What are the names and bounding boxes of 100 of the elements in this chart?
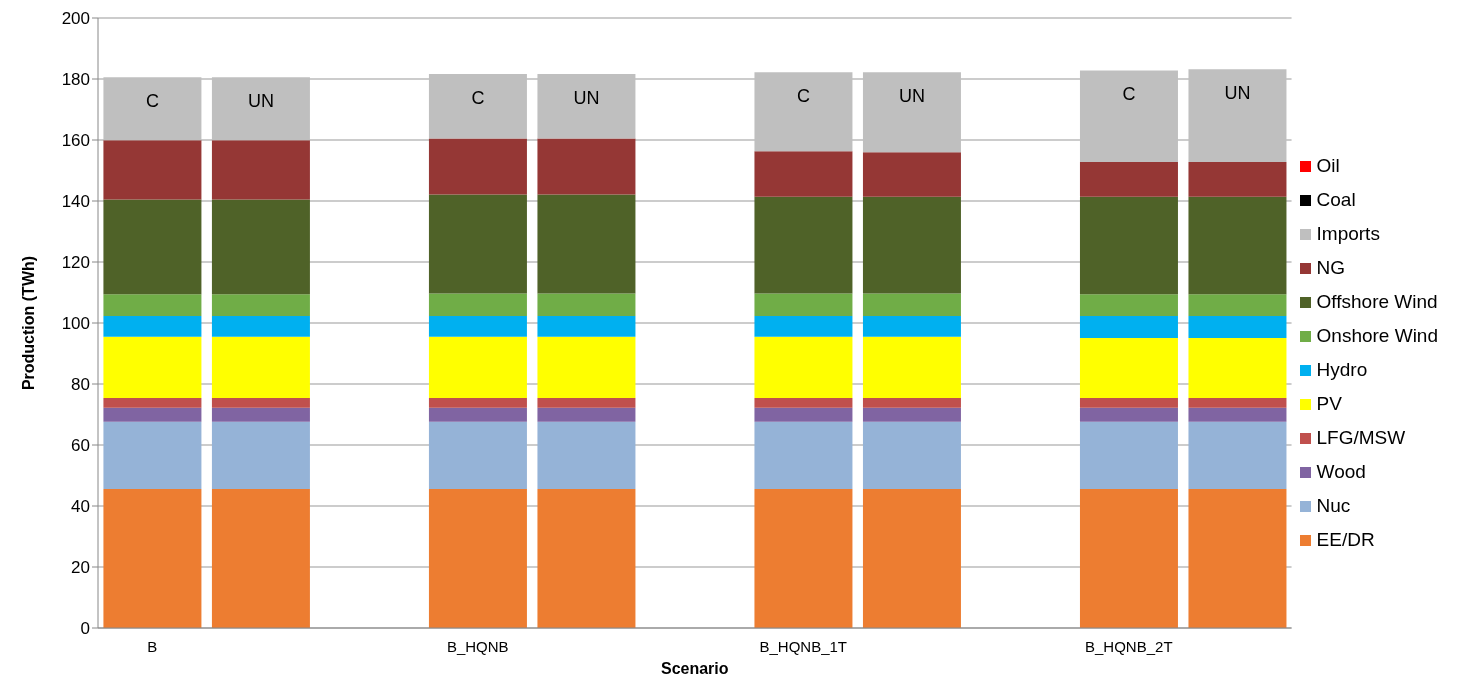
bar [211, 294, 310, 316]
bar [1188, 315, 1287, 338]
bar [1188, 196, 1287, 295]
bar [103, 336, 202, 399]
bar [862, 152, 961, 197]
bar [537, 293, 636, 316]
bar [862, 293, 961, 316]
legend-label: PV [1315, 393, 1343, 415]
bar [862, 315, 961, 337]
legend-label: Coal [1315, 189, 1357, 211]
bar [211, 199, 310, 295]
bar [537, 398, 636, 408]
legend-label: Wood [1315, 461, 1367, 483]
bar [1079, 398, 1178, 408]
bar [754, 488, 853, 628]
bar [754, 196, 853, 294]
bar [211, 421, 310, 489]
legend-label: Nuc [1315, 495, 1352, 517]
bar [211, 407, 310, 422]
bar [1079, 421, 1178, 489]
bar [754, 315, 853, 337]
bar [862, 421, 961, 489]
bar [537, 488, 636, 628]
bar [211, 315, 310, 337]
bar [211, 398, 310, 408]
bar [1079, 161, 1178, 197]
bar [862, 196, 961, 294]
bar [537, 336, 636, 399]
bar [103, 294, 202, 316]
bar [428, 398, 527, 408]
legend-label: Oil [1315, 155, 1341, 177]
y-tick-label: 200 [61, 9, 90, 29]
x-tick-label: C [1122, 84, 1136, 105]
bar [754, 151, 853, 197]
y-tick-label: 160 [61, 131, 90, 151]
bar [1079, 315, 1178, 338]
text: B_HQNB_1T [759, 638, 848, 655]
bar [1188, 407, 1287, 422]
bar [754, 398, 853, 408]
text: B_HQNB_2T [1085, 638, 1173, 655]
legend-label: NG [1315, 257, 1347, 279]
y-tick-label: 100 [61, 314, 90, 334]
y-tick-label: 60 [71, 436, 90, 456]
y-tick-label: 0 [80, 619, 90, 639]
bar [862, 72, 961, 153]
legend-label: Imports [1315, 223, 1381, 245]
text: B [147, 638, 158, 655]
bar [428, 293, 527, 316]
x-tick-label: C [145, 91, 159, 112]
bar [103, 140, 202, 200]
legend-label: Offshore Wind [1315, 291, 1438, 313]
bar [103, 488, 202, 628]
bar [428, 194, 527, 294]
y-tick-label: 20 [71, 558, 90, 578]
bar [537, 74, 636, 139]
bar [1079, 407, 1178, 422]
text: B_HQNB [446, 638, 509, 655]
x-tick-label: UN [898, 86, 925, 107]
y-tick-label: 120 [61, 253, 90, 273]
bar [1188, 337, 1287, 399]
bar [537, 407, 636, 422]
bar [754, 407, 853, 422]
legend-label: Hydro [1315, 359, 1369, 381]
bar [1188, 161, 1287, 197]
x-tick-label: UN [573, 88, 600, 109]
bar [428, 488, 527, 628]
legend-label: LFG/MSW [1315, 427, 1407, 449]
bar [537, 315, 636, 337]
bar [1079, 70, 1178, 162]
bar [428, 74, 527, 139]
bar [862, 407, 961, 422]
x-tick-label: C [796, 86, 810, 107]
x-tick-label: UN [1224, 83, 1251, 104]
bar [754, 336, 853, 399]
bar [103, 315, 202, 337]
bar [428, 315, 527, 337]
y-axis-title: Production (TWh) [19, 255, 37, 391]
legend-label: Onshore Wind [1315, 325, 1438, 347]
y-tick-label: 180 [61, 70, 90, 90]
bar [862, 398, 961, 408]
x-tick-label: UN [247, 91, 274, 112]
bar [103, 77, 202, 141]
bar [1188, 421, 1287, 489]
x-tick-label: C [471, 88, 485, 109]
bar [428, 138, 527, 195]
bar [754, 293, 853, 316]
bar [1188, 398, 1287, 408]
bar [537, 138, 636, 195]
bar [1188, 69, 1287, 162]
y-tick-label: 80 [71, 375, 90, 395]
bar [1188, 488, 1287, 628]
bar [537, 421, 636, 489]
y-tick-label: 40 [71, 497, 90, 517]
bar [1079, 196, 1178, 295]
bar [211, 488, 310, 628]
bar [103, 398, 202, 408]
bar [428, 407, 527, 422]
bar [103, 407, 202, 422]
bar [211, 336, 310, 399]
bar [754, 72, 853, 152]
